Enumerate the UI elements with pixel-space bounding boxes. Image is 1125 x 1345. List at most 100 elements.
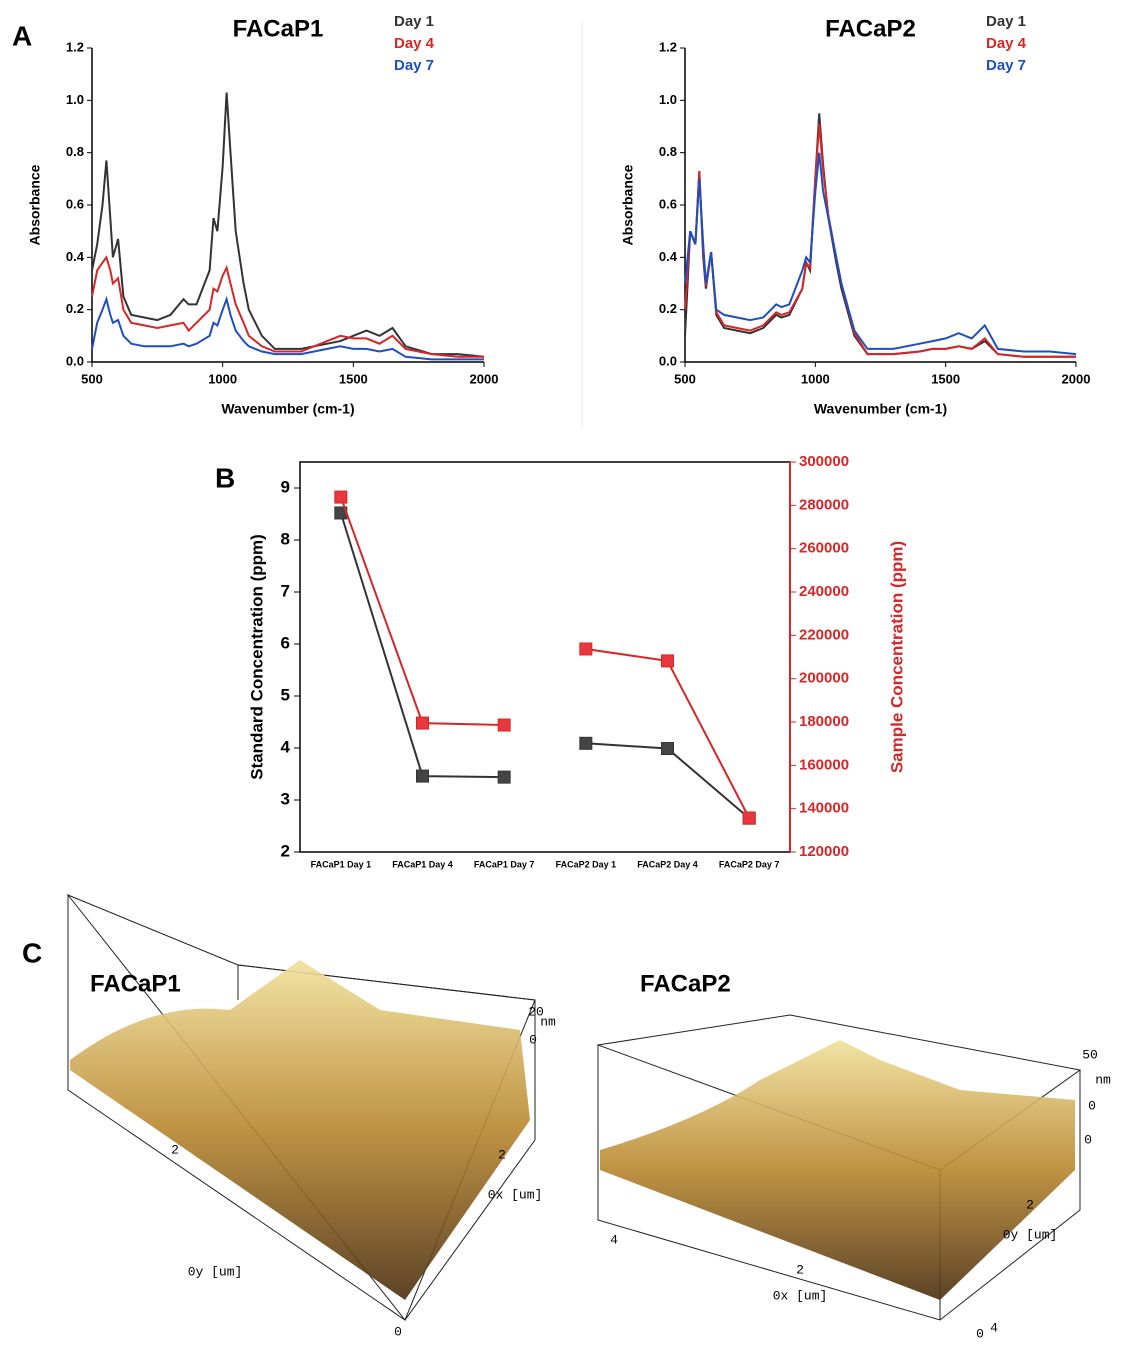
marker <box>497 718 511 732</box>
y2-tick-label: 260000 <box>799 540 849 557</box>
x-tick-label: 500 <box>674 371 696 386</box>
y-axis-label: Standard Concentration (ppm) <box>247 534 266 780</box>
legend-entry: Day 1 <box>986 13 1026 30</box>
marker <box>497 770 511 784</box>
y-tick-label: 0.8 <box>659 144 677 159</box>
y2-tick-label: 120000 <box>799 843 849 860</box>
spectrum-line <box>684 123 1076 358</box>
x-tick-label: 2000 <box>470 371 499 386</box>
x-tick-label: FACaP1 Day 1 <box>311 859 372 869</box>
afm-axis-label: 2 <box>796 1262 804 1277</box>
x-tick-label: FACaP1 Day 4 <box>392 859 453 869</box>
y-axis-label: Absorbance <box>620 164 636 245</box>
chart-title: FACaP1 <box>233 15 324 42</box>
x-axis-label: Wavenumber (cm-1) <box>221 401 354 417</box>
panel-label: A <box>12 20 32 51</box>
y-tick-label: 0.0 <box>66 353 84 368</box>
y-tick-label: 2 <box>281 841 290 860</box>
y-tick-label: 9 <box>281 477 290 496</box>
legend-entry: Day 7 <box>394 57 434 74</box>
marker <box>661 742 674 756</box>
series-line <box>339 496 505 726</box>
marker <box>742 811 756 825</box>
chart-title: FACaP2 <box>825 15 916 42</box>
y2-axis-label: Sample Concentration (ppm) <box>887 541 906 773</box>
marker <box>579 642 593 656</box>
afm-axis-label: 0 <box>529 1032 537 1047</box>
y-tick-label: 0.6 <box>66 196 84 211</box>
x-tick-label: 1000 <box>208 371 237 386</box>
x-tick-label: 1500 <box>339 371 368 386</box>
y-tick-label: 0.4 <box>659 249 678 264</box>
marker <box>416 769 429 783</box>
marker <box>661 654 674 668</box>
afm-axis-label: nm <box>1095 1072 1111 1087</box>
spectrum-line <box>91 255 484 358</box>
x-tick-label: FACaP2 Day 7 <box>719 859 780 869</box>
y2-tick-label: 300000 <box>799 453 849 470</box>
afm-axis-label: 4 <box>610 1232 618 1247</box>
y-tick-label: 0.6 <box>659 196 677 211</box>
x-tick-label: FACaP2 Day 4 <box>637 859 698 869</box>
plot-frame <box>299 461 791 853</box>
afm-surface-2 <box>600 1040 1075 1300</box>
legend-entry: Day 4 <box>986 35 1027 52</box>
x-tick-label: FACaP2 Day 1 <box>556 859 617 869</box>
y-tick-label: 0.2 <box>659 301 677 316</box>
y2-tick-label: 160000 <box>799 756 849 773</box>
series-line <box>585 648 751 819</box>
afm-axis-label: 2 <box>498 1147 506 1162</box>
afm-axis-label: 2 <box>1026 1197 1034 1212</box>
legend-entry: Day 4 <box>394 35 435 52</box>
afm-axis-label: 0 <box>976 1326 984 1340</box>
afm-axis-label: 0y [um] <box>188 1264 243 1279</box>
y-tick-label: 1.2 <box>659 39 677 54</box>
y-tick-label: 0.8 <box>66 144 84 159</box>
y-tick-label: 4 <box>281 737 291 756</box>
afm-surface-1 <box>70 960 530 1300</box>
y2-tick-label: 220000 <box>799 626 849 643</box>
y-tick-label: 1.0 <box>66 92 84 107</box>
y-axis-label: Absorbance <box>27 164 43 245</box>
panel-label: B <box>215 462 235 493</box>
y-tick-label: 0.4 <box>66 249 85 264</box>
y-tick-label: 8 <box>281 529 290 548</box>
marker <box>579 736 593 750</box>
afm-axis-label: 20 <box>528 1004 544 1019</box>
legend-entry: Day 7 <box>986 57 1026 74</box>
afm-axis-label: 2 <box>171 1142 179 1157</box>
x-tick-label: 1500 <box>931 371 960 386</box>
marker <box>334 490 348 504</box>
axes <box>684 48 1076 363</box>
x-axis-label: Wavenumber (cm-1) <box>814 401 947 417</box>
y-tick-label: 0.0 <box>659 353 677 368</box>
afm-title: FACaP1 <box>90 970 181 997</box>
y2-tick-label: 280000 <box>799 496 849 513</box>
y2-tick-label: 180000 <box>799 713 849 730</box>
spectrum-line <box>91 92 485 358</box>
afm-axis-label: 0x [um] <box>488 1187 543 1202</box>
x-tick-label: 2000 <box>1062 371 1091 386</box>
y-tick-label: 3 <box>281 789 290 808</box>
y-tick-label: 7 <box>281 581 290 600</box>
marker <box>416 716 429 730</box>
axes <box>91 48 484 363</box>
series-line <box>339 512 505 779</box>
spectrum-line <box>91 295 484 361</box>
y2-tick-label: 240000 <box>799 583 849 600</box>
x-tick-label: 500 <box>81 371 103 386</box>
y-tick-label: 1.0 <box>659 92 677 107</box>
y-tick-label: 5 <box>281 685 290 704</box>
spectrum-line <box>684 113 1076 358</box>
afm-axis-label: 0y [um] <box>1003 1227 1058 1242</box>
x-tick-label: 1000 <box>801 371 830 386</box>
x-tick-label: FACaP1 Day 7 <box>474 859 535 869</box>
afm-axis-label: nm <box>540 1014 556 1029</box>
y-tick-label: 0.2 <box>66 301 84 316</box>
afm-axis-label: 4 <box>990 1320 998 1335</box>
panel-label: C <box>22 937 42 968</box>
afm-axis-label: 0 <box>1084 1132 1092 1147</box>
afm-axis-label: 0x [um] <box>773 1288 828 1303</box>
spectrum-line <box>684 152 1077 356</box>
